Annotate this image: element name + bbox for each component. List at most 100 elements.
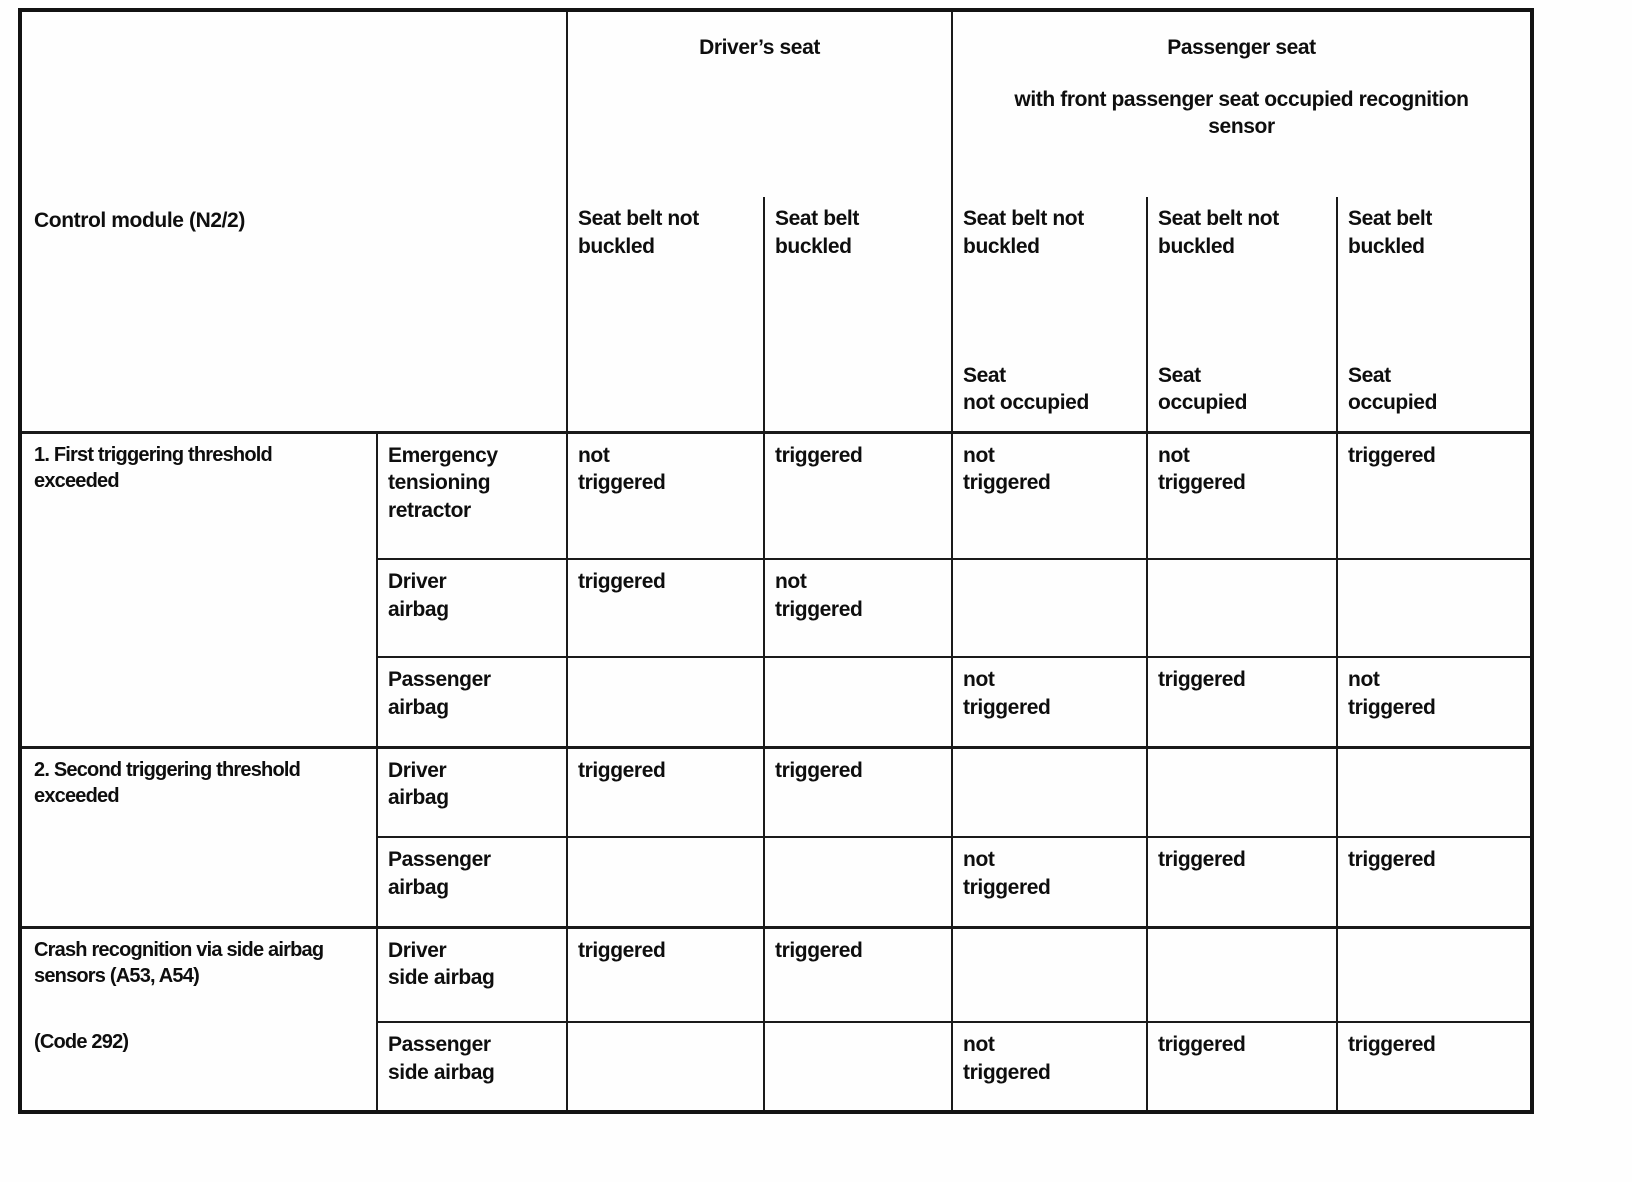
data-cell: triggered <box>1146 836 1339 928</box>
data-cell <box>951 745 1149 838</box>
data-cell: not triggered <box>566 430 765 560</box>
data-cell: triggered <box>566 925 765 1023</box>
passenger-col1-header-cell: Seat belt not buckled Seat not occupied <box>951 197 1149 434</box>
data-cell <box>566 836 765 928</box>
trigger-status: triggered <box>1158 848 1246 871</box>
seat-occupancy-label: Seat occupied <box>1158 363 1247 415</box>
trigger-status: triggered <box>775 443 863 467</box>
passenger-col1-header-content: Seat belt not buckled Seat not occupied <box>963 205 1136 417</box>
trigger-status: not triggered <box>1348 668 1436 719</box>
component-cell: Emergency tensioning retractor <box>376 430 568 560</box>
data-cell: triggered <box>1336 836 1534 928</box>
data-cell: not triggered <box>1146 430 1339 560</box>
trigger-status: not triggered <box>963 848 1051 899</box>
data-cell <box>762 656 954 748</box>
passenger-col3-header-cell: Seat belt buckled Seat occupied <box>1336 197 1534 434</box>
component-cell: Driver side airbag <box>376 925 568 1023</box>
data-cell: not triggered <box>951 430 1149 560</box>
trigger-status: not triggered <box>963 668 1051 719</box>
data-cell: not triggered <box>951 1021 1149 1113</box>
component-cell: Passenger side airbag <box>376 1021 568 1113</box>
trigger-status: not triggered <box>963 443 1051 495</box>
belt-status-label: Seat belt buckled <box>1348 207 1432 258</box>
component-cell: Passenger airbag <box>376 836 568 928</box>
data-cell: triggered <box>1146 1021 1339 1113</box>
component-label: Driver airbag <box>388 570 449 621</box>
driver-seat-group-label: Driver’s seat <box>699 36 820 59</box>
trigger-status: triggered <box>1348 848 1436 871</box>
component-label: Passenger side airbag <box>388 1033 495 1084</box>
data-cell: triggered <box>762 430 954 560</box>
trigger-status: triggered <box>578 570 666 593</box>
trigger-status: triggered <box>578 758 666 782</box>
table-row: Passenger side airbag not triggered trig… <box>20 1021 1534 1113</box>
component-label: Driver side airbag <box>388 938 495 990</box>
trigger-status: triggered <box>1348 1033 1436 1056</box>
data-cell <box>951 925 1149 1023</box>
data-cell: triggered <box>566 745 765 838</box>
group-label-cell: 2. Second triggering threshold exceeded <box>19 745 378 929</box>
group-label-cell: 1. First triggering threshold exceeded <box>19 430 378 749</box>
seat-occupancy-label: Seat occupied <box>1348 363 1437 415</box>
group-label: 1. First triggering threshold exceeded <box>34 443 273 492</box>
component-label: Passenger airbag <box>388 848 491 899</box>
passenger-col2-header-content: Seat belt not buckled Seat occupied <box>1158 205 1326 417</box>
control-module-header-cell: Control module (N2/2) <box>19 9 568 434</box>
trigger-status: not triggered <box>963 1033 1051 1084</box>
component-cell: Driver airbag <box>376 558 568 658</box>
data-cell <box>762 836 954 928</box>
header-subcolumn-row: Seat belt not buckled Seat belt buckled … <box>20 197 1534 434</box>
belt-status-label: Seat belt buckled <box>775 207 859 258</box>
control-module-label: Control module (N2/2) <box>34 209 245 233</box>
table-row: Passenger airbag not triggered triggered… <box>20 656 1534 748</box>
data-cell: triggered <box>566 558 765 658</box>
passenger-col3-header-content: Seat belt buckled Seat occupied <box>1348 205 1520 417</box>
component-label: Driver airbag <box>388 758 449 810</box>
data-cell <box>1336 925 1534 1023</box>
data-cell <box>1146 558 1339 658</box>
trigger-status: triggered <box>775 758 863 782</box>
passenger-col2-header-cell: Seat belt not buckled Seat occupied <box>1146 197 1339 434</box>
table-row: Passenger airbag not triggered triggered… <box>20 836 1534 928</box>
seat-occupancy-label: Seat not occupied <box>963 363 1089 415</box>
trigger-status: triggered <box>1158 1033 1246 1056</box>
data-cell: triggered <box>1146 656 1339 748</box>
component-label: Passenger airbag <box>388 668 491 719</box>
trigger-status: triggered <box>1158 668 1246 691</box>
table-row: Driver airbag triggered not triggered <box>20 558 1534 658</box>
header-group-row: Control module (N2/2) Driver’s seat Pass… <box>19 9 1534 434</box>
data-cell: triggered <box>762 925 954 1023</box>
data-cell: not triggered <box>1336 656 1534 748</box>
table-row: Crash recognition via side airbag sensor… <box>19 925 1534 1114</box>
data-cell <box>762 1021 954 1113</box>
data-cell <box>566 1021 765 1113</box>
data-cell: triggered <box>762 745 954 838</box>
data-cell <box>1146 925 1339 1023</box>
trigger-status: triggered <box>775 938 863 962</box>
trigger-status: triggered <box>1348 443 1436 467</box>
data-cell <box>566 656 765 748</box>
passenger-seat-group-label: Passenger seat <box>1167 36 1316 59</box>
data-cell: not triggered <box>951 836 1149 928</box>
driver-belt-buckled-header-cell: Seat belt buckled <box>762 197 954 434</box>
driver-seat-group-cell: Driver’s seat <box>565 9 954 197</box>
trigger-status: not triggered <box>1158 443 1246 495</box>
group-code-label: (Code 292) <box>34 1031 129 1054</box>
belt-status-label: Seat belt not buckled <box>963 207 1084 258</box>
table-row: 1. First triggering threshold exceeded E… <box>19 430 1534 749</box>
data-cell: triggered <box>1336 430 1534 560</box>
belt-status-label: Seat belt not buckled <box>578 207 699 258</box>
data-cell: not triggered <box>951 656 1149 748</box>
passenger-seat-group-cell: Passenger seat with front passenger seat… <box>951 9 1534 197</box>
group-label: 2. Second triggering threshold exceeded <box>34 758 301 807</box>
data-cell <box>1146 745 1339 838</box>
passenger-seat-subtitle: with front passenger seat occupied recog… <box>1014 87 1469 139</box>
data-cell: not triggered <box>762 558 954 658</box>
belt-status-label: Seat belt not buckled <box>1158 207 1279 258</box>
data-cell <box>951 558 1149 658</box>
data-cell <box>1336 558 1534 658</box>
trigger-status: not triggered <box>775 570 863 621</box>
driver-belt-not-buckled-header-cell: Seat belt not buckled <box>566 197 765 434</box>
trigger-status: triggered <box>578 938 666 962</box>
